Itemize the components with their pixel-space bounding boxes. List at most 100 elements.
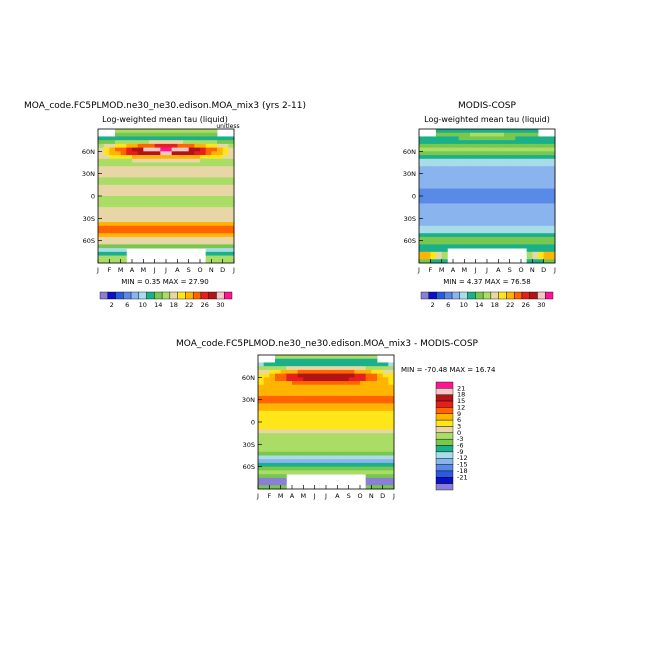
shaded-cell bbox=[424, 188, 431, 193]
shaded-cell bbox=[297, 440, 304, 445]
shaded-cell bbox=[126, 214, 133, 219]
shaded-cell bbox=[360, 466, 367, 471]
shaded-cell bbox=[543, 214, 550, 219]
shaded-cell bbox=[183, 155, 190, 160]
shaded-cell bbox=[419, 218, 426, 223]
shaded-cell bbox=[160, 143, 167, 149]
shaded-cell bbox=[475, 140, 482, 145]
shaded-cell bbox=[126, 184, 133, 189]
shaded-cell bbox=[275, 481, 282, 486]
shaded-cell bbox=[137, 229, 144, 234]
shaded-cell bbox=[419, 210, 426, 216]
shaded-cell bbox=[504, 203, 511, 208]
shaded-cell bbox=[137, 177, 144, 182]
shaded-cell bbox=[532, 225, 539, 230]
shaded-cell bbox=[320, 444, 327, 449]
shaded-cell bbox=[532, 158, 539, 163]
shaded-cell bbox=[286, 440, 293, 445]
shaded-cell bbox=[263, 410, 270, 415]
shaded-cell bbox=[154, 147, 161, 152]
shaded-cell bbox=[263, 448, 270, 453]
shaded-cell bbox=[292, 444, 299, 449]
shaded-cell bbox=[194, 188, 201, 193]
shaded-cell bbox=[348, 444, 355, 449]
shaded-cell bbox=[470, 132, 477, 137]
shaded-cell bbox=[430, 233, 437, 238]
shaded-cell bbox=[464, 233, 471, 238]
shaded-cell bbox=[526, 214, 533, 219]
shaded-cell bbox=[419, 143, 426, 149]
shaded-cell bbox=[354, 377, 361, 382]
shaded-cell bbox=[382, 477, 389, 482]
shaded-cell bbox=[154, 199, 161, 204]
shaded-cell bbox=[183, 129, 190, 134]
shaded-cell bbox=[475, 184, 482, 189]
shaded-cell bbox=[441, 259, 448, 264]
shaded-cell bbox=[331, 381, 338, 386]
shaded-cell bbox=[441, 255, 448, 260]
shaded-cell bbox=[343, 436, 350, 442]
shaded-cell bbox=[309, 459, 316, 464]
shaded-cell bbox=[275, 425, 282, 430]
shaded-cell bbox=[371, 395, 378, 401]
shaded-cell bbox=[475, 188, 482, 193]
shaded-cell bbox=[194, 218, 201, 223]
shaded-cell bbox=[365, 436, 372, 442]
shaded-cell bbox=[154, 240, 161, 245]
shaded-cell bbox=[377, 455, 384, 460]
shaded-cell bbox=[487, 236, 494, 242]
shaded-cell bbox=[297, 362, 304, 367]
shaded-cell bbox=[286, 392, 293, 397]
shaded-cell bbox=[137, 169, 144, 175]
shaded-cell bbox=[441, 199, 448, 204]
shaded-cell bbox=[194, 210, 201, 216]
shaded-cell bbox=[292, 466, 299, 471]
shaded-cell bbox=[211, 233, 218, 238]
shaded-cell bbox=[481, 136, 488, 141]
colorbar-box bbox=[435, 438, 454, 446]
shaded-cell bbox=[309, 462, 316, 468]
shaded-cell bbox=[258, 418, 265, 423]
shaded-cell bbox=[297, 403, 304, 408]
shaded-cell bbox=[509, 151, 516, 156]
shaded-cell bbox=[371, 414, 378, 419]
x-tick-label: J bbox=[164, 266, 167, 274]
shaded-cell bbox=[543, 203, 550, 208]
shaded-cell bbox=[377, 407, 384, 412]
shaded-cell bbox=[326, 444, 333, 449]
shaded-cell bbox=[337, 381, 344, 386]
shaded-cell bbox=[481, 207, 488, 212]
shaded-cell bbox=[447, 199, 454, 204]
shaded-cell bbox=[441, 203, 448, 208]
shaded-cell bbox=[228, 155, 235, 160]
shaded-cell bbox=[526, 196, 533, 201]
shaded-cell bbox=[222, 162, 229, 167]
shaded-cell bbox=[348, 425, 355, 430]
shaded-cell bbox=[160, 210, 167, 216]
shaded-cell bbox=[382, 373, 389, 378]
shaded-cell bbox=[447, 147, 454, 152]
shaded-cell bbox=[188, 162, 195, 167]
shaded-cell bbox=[326, 355, 333, 360]
shaded-cell bbox=[549, 196, 556, 201]
shaded-cell bbox=[222, 181, 229, 186]
shaded-cell bbox=[120, 155, 127, 160]
shaded-cell bbox=[280, 388, 287, 393]
shaded-cell bbox=[543, 143, 550, 149]
shaded-cell bbox=[200, 158, 207, 163]
shaded-cell bbox=[419, 177, 426, 182]
shaded-cell bbox=[149, 192, 156, 197]
shaded-cell bbox=[326, 369, 333, 375]
shaded-cell bbox=[275, 459, 282, 464]
shaded-cell bbox=[98, 140, 105, 145]
shaded-cell bbox=[177, 244, 184, 249]
shaded-cell bbox=[360, 433, 367, 438]
shaded-cell bbox=[337, 377, 344, 382]
shaded-cell bbox=[521, 222, 528, 227]
shaded-cell bbox=[115, 210, 122, 216]
shaded-cell bbox=[269, 462, 276, 468]
shaded-cell bbox=[211, 177, 218, 182]
shaded-cell bbox=[543, 155, 550, 160]
shaded-cell bbox=[171, 229, 178, 234]
shaded-cell bbox=[538, 218, 545, 223]
